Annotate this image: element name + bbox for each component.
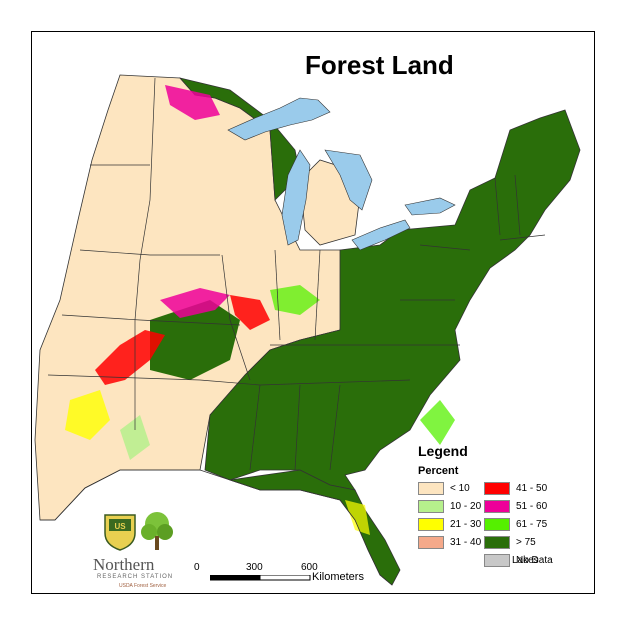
legend-label: 61 - 75 (516, 518, 548, 530)
yellow-band-west (65, 390, 110, 440)
legend-item: 21 - 30 (418, 517, 481, 531)
scale-tick-300: 300 (246, 562, 263, 573)
lake-michigan (281, 149, 311, 246)
legend-swatch (484, 499, 510, 513)
magenta-band-ozark (160, 288, 230, 318)
legend-item: > 75 (484, 535, 536, 549)
legend-swatch (484, 517, 510, 531)
org-agency: USDA Forest Service (119, 583, 167, 589)
legend-label: 51 - 60 (516, 500, 548, 512)
legend-lakes-label: Lakes (512, 554, 539, 566)
legend-label: No Data (516, 554, 553, 566)
legend-item: No Data (484, 553, 553, 567)
legend-swatch (418, 499, 444, 513)
coastline (40, 469, 393, 586)
legend-label: < 10 (450, 482, 470, 494)
lightgreen-band-texas (120, 415, 150, 460)
legend-item: 61 - 75 (484, 517, 547, 531)
red-band-missouri (230, 295, 270, 330)
legend-item: 41 - 50 (484, 481, 547, 495)
magenta-band-north (165, 85, 220, 120)
legend-title: Legend (418, 443, 468, 459)
legend-swatch (484, 553, 510, 567)
lake-superior (227, 97, 331, 141)
legend-label: 41 - 50 (516, 482, 548, 494)
legend-label: > 75 (516, 536, 536, 548)
legend-label: 31 - 40 (450, 536, 482, 548)
lightgreen-band-central (270, 285, 320, 315)
usfs-shield-icon: US (104, 514, 136, 551)
legend-item: 51 - 60 (484, 499, 547, 513)
lake-huron (324, 149, 373, 211)
state-boundaries (47, 77, 546, 471)
legend-swatch (418, 535, 444, 549)
legend-item: 31 - 40 (418, 535, 481, 549)
legend-swatch (418, 481, 444, 495)
legend-subtitle: Percent (418, 465, 459, 477)
legend-item: < 10 (418, 481, 470, 495)
lake-erie (351, 219, 411, 251)
legend-swatch (484, 481, 510, 495)
yellow-band-florida (345, 500, 370, 535)
scale-tick-0: 0 (194, 562, 200, 573)
ozark-forest-patch (150, 300, 240, 380)
eastern-forest-region (204, 109, 581, 491)
red-band-west (95, 330, 165, 385)
lake-ontario (404, 197, 456, 216)
map-title: Forest Land (305, 50, 454, 80)
legend-swatch (484, 535, 510, 549)
legend-label: 10 - 20 (450, 500, 482, 512)
scale-bar (210, 575, 311, 581)
legend-item: 10 - 20 (418, 499, 481, 513)
scale-unit-label: Kilometers (312, 571, 364, 583)
org-subtitle: RESEARCH STATION (97, 574, 174, 580)
legend-swatch (418, 517, 444, 531)
scale-tick-600: 600 (301, 562, 318, 573)
tree-logo-icon (141, 512, 173, 550)
legend-label: 21 - 30 (450, 518, 482, 530)
lightgreen-band-atlantic (420, 400, 455, 445)
shield-text: US (114, 522, 126, 531)
org-name: Northern (93, 555, 155, 574)
